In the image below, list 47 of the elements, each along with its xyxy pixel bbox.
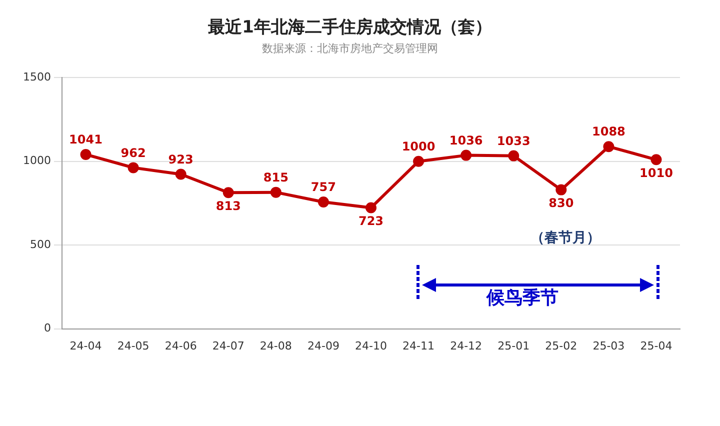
point [175,168,186,180]
point [318,196,329,208]
x-tick-label: 24-11 [402,339,435,352]
point [80,148,92,160]
point [460,150,472,161]
point [650,154,662,166]
data-label: 1010 [640,166,673,180]
x-tick-label: 25-02 [545,339,578,352]
point [128,162,139,174]
data-label: 1033 [496,134,530,148]
data-label: 962 [120,146,146,160]
chart-subtitle: 数据来源：北海市房地产交易管理网 [262,42,438,55]
annotation: 候鸟季节 [485,287,558,308]
data-label: 1041 [69,132,102,147]
point [556,184,567,196]
data-label: 723 [358,214,384,228]
x-tick-label: 24-10 [355,339,387,352]
point [508,150,520,162]
chart-title: 最近1年北海二手住房成交情况（套） [207,18,492,38]
x-tick-label: 24-08 [260,339,292,352]
y-tick-label: 0 [44,322,51,335]
data-label: 923 [168,152,194,166]
point [603,141,614,152]
data-label: 813 [216,198,241,213]
y-tick-label: 1000 [22,154,51,168]
y-tick-label: 500 [30,238,51,251]
point [270,186,282,198]
point [222,187,234,198]
data-label: 1036 [449,133,483,148]
data-label: 830 [548,196,574,210]
data-label: 757 [310,180,336,194]
y-tick-label: 1500 [22,70,51,84]
data-label: 815 [263,170,288,184]
x-tick-label: 24-06 [164,339,197,352]
x-tick-label: 25-04 [640,339,672,352]
x-tick-label: 25-01 [498,339,530,352]
x-tick-label: 24-09 [307,339,340,352]
annotation: （春节月） [530,230,601,246]
x-tick-label: 25-03 [592,339,625,352]
x-tick-label: 24-07 [212,339,244,352]
data-label: 1000 [402,139,436,154]
x-tick-label: 24-12 [450,339,482,352]
point [365,202,376,214]
point [413,156,424,167]
data-label: 1088 [592,124,626,139]
x-tick-label: 24-05 [117,339,150,352]
x-tick-label: 24-04 [70,339,102,352]
